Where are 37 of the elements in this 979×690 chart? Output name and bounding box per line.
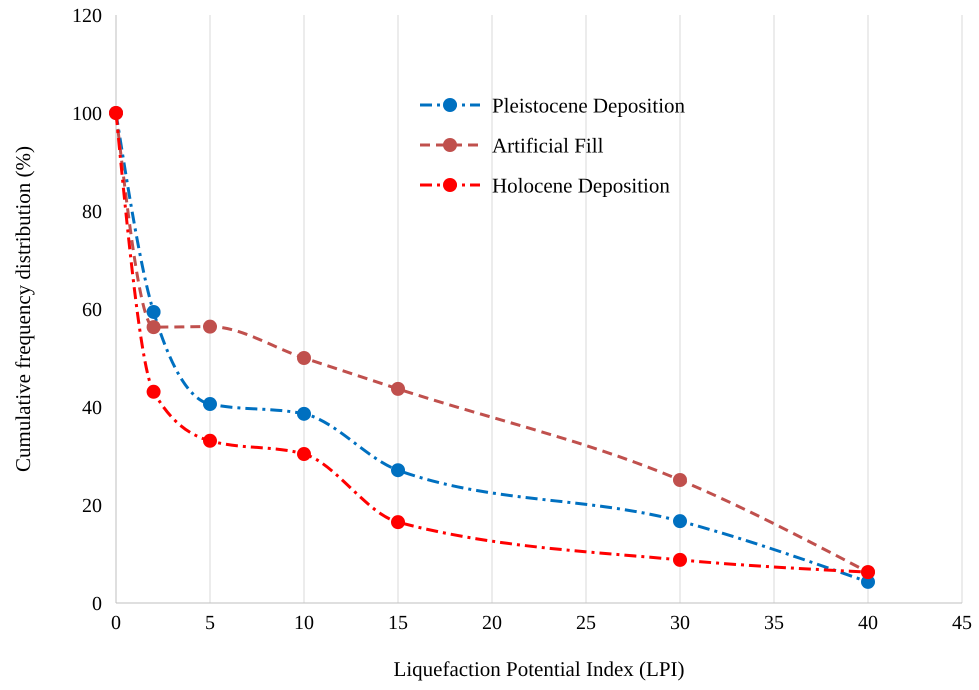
point bbox=[673, 552, 687, 567]
x-axis-title: Liquefaction Potential Index (LPI) bbox=[394, 657, 684, 681]
legend-label: Pleistocene Deposition bbox=[492, 93, 686, 118]
x-tick-label: 35 bbox=[764, 612, 784, 634]
legend-label: Holocene Deposition bbox=[492, 173, 670, 198]
point bbox=[391, 515, 405, 530]
x-tick-label: 0 bbox=[111, 612, 121, 634]
x-tick-label: 25 bbox=[576, 612, 596, 634]
point bbox=[146, 384, 161, 399]
point bbox=[297, 447, 311, 462]
y-tick-label: 0 bbox=[92, 593, 102, 615]
point bbox=[146, 304, 161, 319]
y-tick-label: 60 bbox=[82, 299, 102, 321]
x-tick-label: 10 bbox=[294, 612, 314, 634]
point bbox=[203, 397, 217, 412]
point bbox=[146, 320, 161, 334]
y-tick-label: 20 bbox=[82, 495, 102, 517]
x-tick-label: 45 bbox=[952, 612, 972, 634]
x-tick-label: 20 bbox=[482, 612, 502, 634]
point bbox=[203, 320, 217, 334]
point bbox=[673, 473, 687, 488]
y-tick-label: 40 bbox=[82, 397, 102, 419]
x-tick-label: 40 bbox=[858, 612, 878, 634]
point bbox=[673, 514, 687, 528]
point bbox=[391, 382, 405, 396]
point bbox=[297, 406, 311, 421]
y-tick-label: 80 bbox=[82, 201, 102, 223]
y-tick-label: 100 bbox=[72, 103, 102, 125]
legend-label: Artificial Fill bbox=[492, 133, 604, 158]
y-tick-label: 120 bbox=[72, 5, 102, 27]
y-axis-title: Cumulative frequency distribution (%) bbox=[11, 146, 35, 472]
x-tick-label: 15 bbox=[388, 612, 408, 634]
point bbox=[203, 434, 217, 448]
point bbox=[297, 351, 311, 365]
x-tick-label: 5 bbox=[205, 612, 215, 634]
point bbox=[391, 463, 405, 478]
x-tick-label: 30 bbox=[670, 612, 690, 634]
